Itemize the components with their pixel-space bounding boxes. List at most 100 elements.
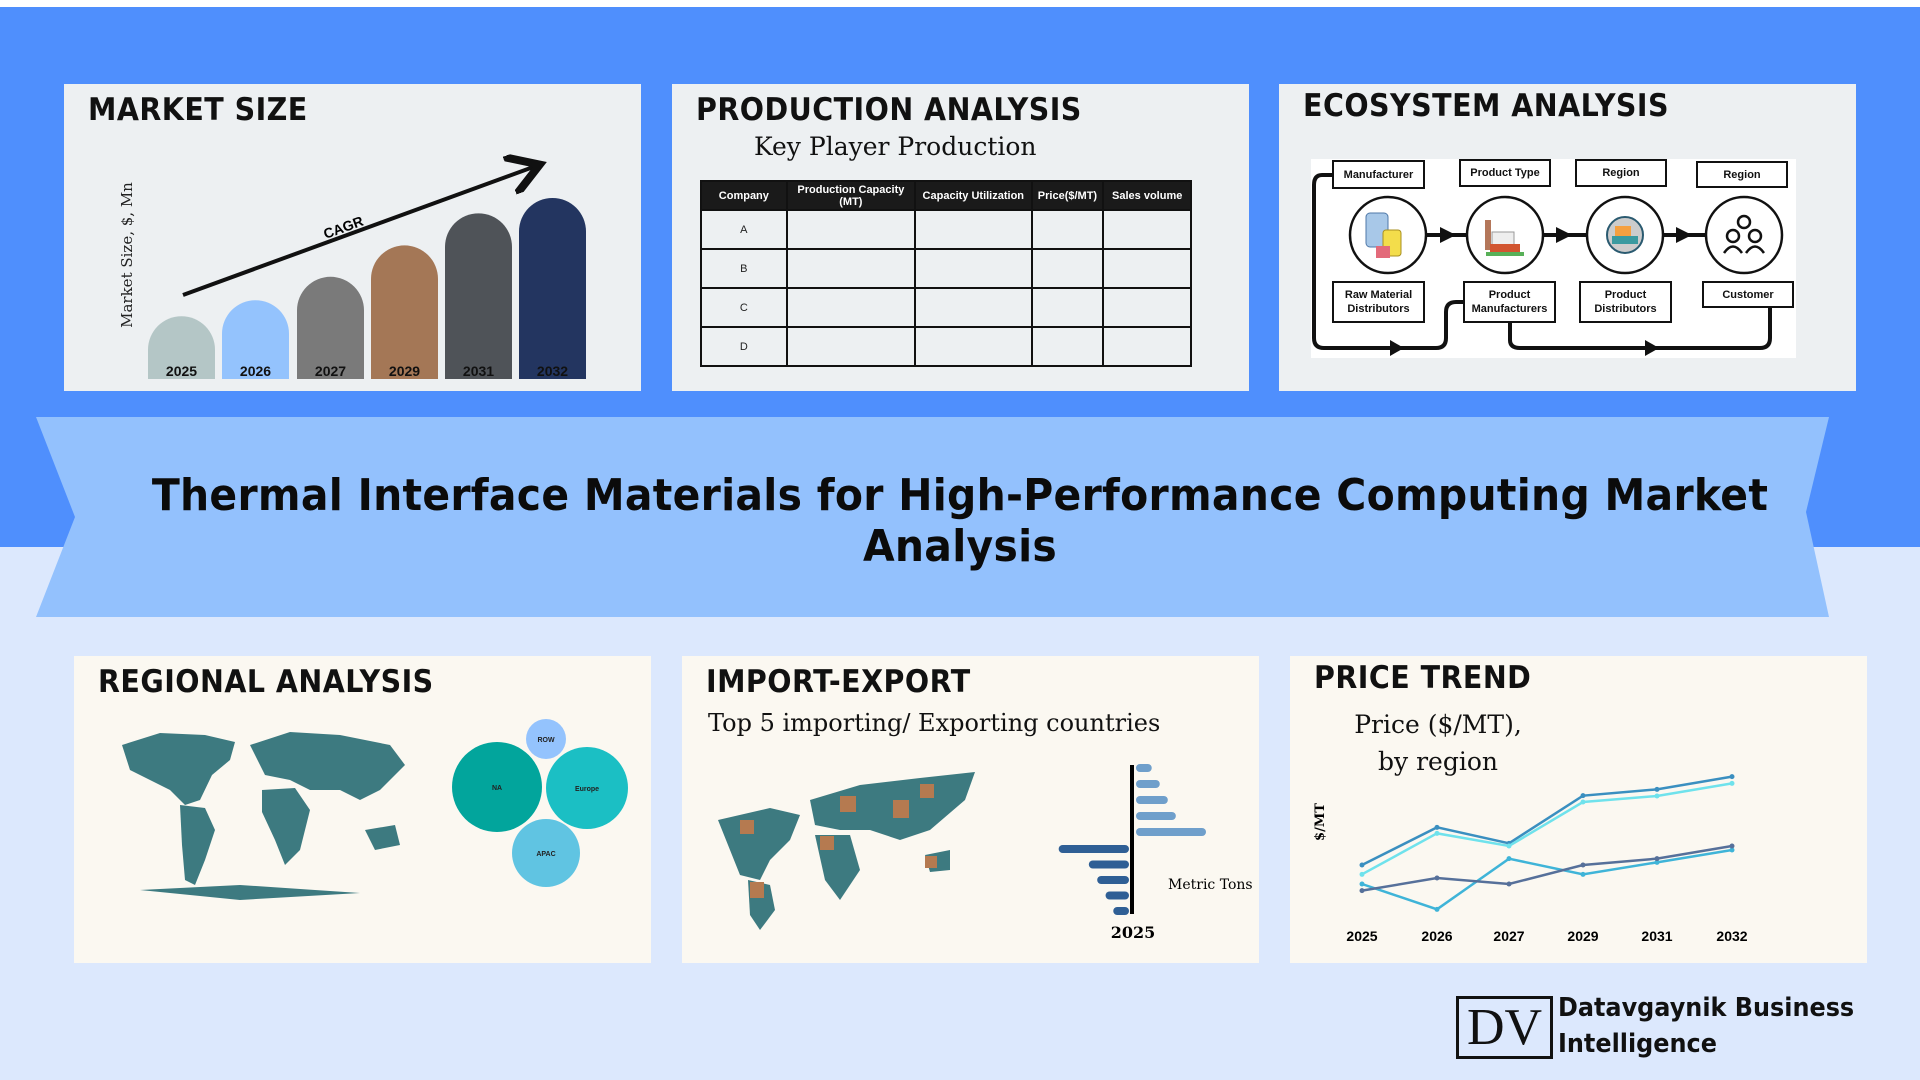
export-bar [1136, 828, 1206, 836]
price-series-line [1361, 844, 1733, 892]
table-cell [914, 326, 1033, 367]
table-cell [914, 248, 1033, 289]
price-point [1580, 862, 1586, 868]
table-cell [1030, 326, 1105, 367]
price-point [1506, 856, 1512, 862]
table-cell: C [700, 287, 788, 328]
market-size-title: MARKET SIZE [88, 92, 308, 128]
bar-label: 2027 [315, 363, 346, 379]
bubble-label: Europe [575, 786, 599, 793]
price-trend-panel: PRICE TREND Price ($/MT), by region [1290, 656, 1867, 963]
x-tick-label: 2032 [1716, 928, 1747, 944]
production-title: PRODUCTION ANALYSIS [696, 92, 1082, 128]
column-header: Sales volume [1102, 180, 1192, 211]
price-point [1729, 847, 1735, 853]
table-cell [785, 326, 917, 367]
bar-label: 2031 [463, 363, 494, 379]
bar-2027 [296, 276, 364, 379]
production-table: Company Production Capacity (MT) Capacit… [700, 180, 1192, 367]
export-bar [1136, 780, 1160, 788]
price-point [1434, 824, 1440, 830]
import-bar [1058, 845, 1129, 853]
price-point [1506, 881, 1512, 887]
import-export-panel: IMPORT-EXPORT Top 5 importing/ Exporting… [682, 656, 1259, 963]
bubble-row [526, 719, 566, 759]
table-cell [1102, 209, 1192, 250]
table-cell [914, 209, 1033, 250]
ecosystem-bottom-label: Customer [1702, 281, 1794, 308]
ecosystem-top-label: Manufacturer [1332, 160, 1425, 189]
price-point [1654, 793, 1660, 799]
import-bar [1097, 876, 1129, 884]
y-axis-label: $/MT [1313, 803, 1328, 841]
x-tick-label: 2025 [1346, 928, 1377, 944]
price-point [1654, 786, 1660, 792]
ecosystem-top-label: Region [1696, 161, 1788, 188]
column-header: Capacity Utilization [914, 180, 1033, 211]
column-header: Price($/MT) [1030, 180, 1105, 211]
table-cell: B [700, 248, 788, 289]
table-cell [1030, 209, 1105, 250]
import-export-title: IMPORT-EXPORT [706, 664, 971, 700]
x-tick-label: 2027 [1493, 928, 1524, 944]
import-bar [1088, 860, 1129, 869]
export-bar [1136, 764, 1152, 772]
main-title: Thermal Interface Materials for High-Per… [151, 470, 1769, 572]
bubble-apac [512, 819, 580, 887]
import-bar [1105, 891, 1129, 900]
bar-2031 [445, 213, 512, 379]
regional-title: REGIONAL ANALYSIS [98, 664, 434, 700]
price-point [1359, 862, 1365, 868]
customers-icon [1704, 195, 1784, 275]
price-point [1359, 888, 1365, 894]
bar-label: 2029 [389, 363, 420, 379]
bar-2032 [519, 198, 586, 379]
shipping-box-icon [740, 784, 937, 898]
table-cell [1030, 287, 1105, 328]
table-cell [1102, 326, 1192, 367]
price-point [1359, 881, 1365, 887]
world-map-icon [122, 732, 405, 900]
bubble-label: NA [492, 785, 502, 792]
price-point [1359, 871, 1365, 877]
bar-label: 2025 [166, 363, 197, 379]
table-cell: A [700, 209, 788, 250]
table-row: A [700, 209, 1192, 250]
logo-mark-text: DV [1466, 999, 1543, 1056]
table-cell [1102, 248, 1192, 289]
column-header: Company [700, 180, 788, 211]
price-point [1506, 843, 1512, 849]
title-banner [36, 417, 1829, 617]
price-point [1654, 856, 1660, 862]
price-chart-title: Price ($/MT), by region [1354, 710, 1522, 776]
ecosystem-top-label: Product Type [1459, 159, 1551, 187]
top-strip [0, 0, 1920, 7]
x-tick-label: 2029 [1567, 928, 1598, 944]
table-row: C [700, 287, 1192, 328]
bubble-na [452, 742, 542, 832]
column-header: Production Capacity (MT) [785, 180, 917, 211]
y-axis-label: Market Size, $, Mn [118, 182, 136, 328]
table-row: B [700, 248, 1192, 289]
price-series-line [1361, 848, 1733, 911]
bar-label: 2026 [240, 363, 271, 379]
ecosystem-bottom-label: Raw Material Distributors [1332, 281, 1425, 323]
price-trend-title: PRICE TREND [1314, 660, 1532, 696]
ecosystem-top-label: Region [1575, 159, 1667, 187]
price-series-line [1361, 782, 1733, 876]
bar-2025 [148, 316, 215, 379]
logo-mark: DV [1456, 996, 1553, 1059]
price-point [1434, 830, 1440, 836]
import-bar [1113, 907, 1129, 915]
import-export-subtitle: Top 5 importing/ Exporting countries [708, 709, 1161, 737]
bubble-label: ROW [537, 737, 555, 744]
price-point [1434, 875, 1440, 881]
table-cell [1102, 287, 1192, 328]
bar-label: 2032 [537, 363, 568, 379]
cagr-arrow [182, 166, 536, 297]
x-tick-label: 2031 [1641, 928, 1672, 944]
x-tick-label: 2026 [1421, 928, 1452, 944]
